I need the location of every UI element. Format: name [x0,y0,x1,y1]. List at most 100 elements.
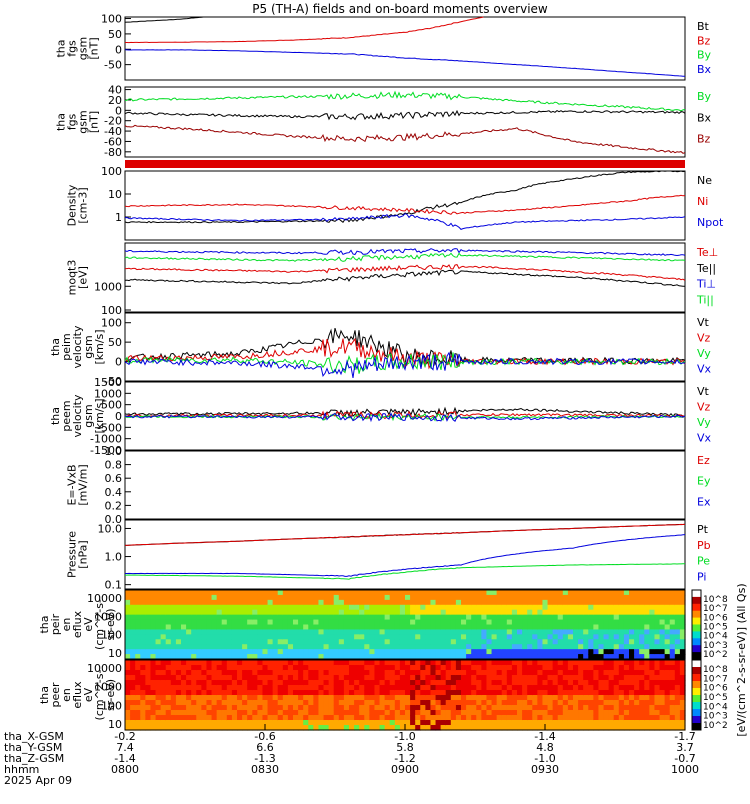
spectrogram-cell [496,599,503,606]
spectrogram-cell [476,649,482,655]
spectrogram-cell [522,660,528,666]
spectrogram-cell [394,665,401,671]
spectrogram-cell [562,705,569,711]
spectrogram-cell [394,680,401,686]
spectrogram-cell [338,705,345,711]
spectrogram-cell [649,725,656,731]
spectrogram-cell [491,685,498,691]
spectrogram-cell [588,624,594,631]
spectrogram-cell [145,700,152,706]
spectrogram-cell [634,614,640,621]
spectrogram-cell [196,624,202,631]
spectrogram-cell [471,604,477,611]
spectrogram-cell [593,720,600,726]
spectrogram-cell [170,675,177,681]
spectrogram-cell [542,609,549,616]
spectrogram-cell [272,654,279,660]
spectrogram-cell [623,680,630,686]
spectrogram-cell [237,710,243,716]
spectrogram-cell [664,590,671,596]
spectrogram-cell [257,594,264,601]
spectrogram-cell [267,680,274,686]
spectrogram-cell [496,705,503,711]
spectrogram-cell [522,700,528,706]
spectrogram-cell [517,654,523,660]
spectrogram-cell [221,604,228,611]
spectrogram-cell [415,644,421,650]
y-tick-label: 0 [115,104,122,117]
spectrogram-cell [313,654,320,660]
spectrogram-cell [415,725,421,731]
spectrogram-cell [659,725,666,731]
spectrogram-cell [374,604,381,611]
spectrogram-cell [461,685,467,691]
spectrogram-cell [588,720,594,726]
spectrogram-cell [445,614,452,621]
spectrogram-cell [588,665,594,671]
spectrogram-cell [196,614,202,621]
spectrogram-cell [623,660,630,666]
spectrogram-cell [186,670,192,676]
spectrogram-cell [130,685,136,691]
spectrogram-cell [501,725,508,731]
spectrogram-cell [237,695,243,701]
spectrogram-cell [481,634,488,640]
spectrogram-cell [420,624,426,631]
spectrogram-cell [231,594,238,601]
spectrogram-cell [664,660,671,666]
spectrogram-cell [567,725,574,731]
spectrogram-cell [425,590,432,596]
spectrogram-cell [461,644,467,650]
spectrogram-cell [267,715,274,721]
spectrogram-cell [634,685,640,691]
spectrogram-cell [623,629,630,635]
spectrogram-cell [481,715,488,721]
spectrogram-cell [170,634,177,640]
spectrogram-cell [125,660,131,666]
spectrogram-cell [287,590,294,596]
spectrogram-cell [450,604,457,611]
spectrogram-cell [145,675,152,681]
spectrogram-cell [262,604,269,611]
spectrogram-cell [466,670,472,676]
spectrogram-cell [537,675,544,681]
spectrogram-cell [466,705,472,711]
spectrogram-cell [196,629,202,635]
spectrogram-cell [501,619,508,626]
spectrogram-cell [455,720,462,726]
spectrogram-cell [343,715,350,721]
spectrogram-cell [639,634,645,640]
spectrogram-cell [150,660,157,666]
spectrogram-cell [659,660,666,666]
spectrogram-cell [343,654,350,660]
spectrogram-cell [399,599,406,606]
spectrogram-cell [216,609,223,616]
spectrogram-cell [374,710,381,716]
spectrogram-cell [308,715,314,721]
spectrogram-cell [211,644,218,650]
spectrogram-cell [328,614,335,621]
series-line-npot [124,213,686,230]
spectrogram-cell [466,599,472,606]
spectrogram-cell [369,644,376,650]
spectrogram-cell [257,710,264,716]
spectrogram-cell [160,680,167,686]
spectrogram-cell [552,715,559,721]
y-axis-label-line: [eV] [77,266,90,289]
spectrogram-cell [201,725,208,731]
spectrogram-cell [150,614,157,621]
spectrogram-cell [410,590,416,596]
spectrogram-cell [573,594,579,601]
spectrogram-cell [435,720,442,726]
spectrogram-cell [165,609,172,616]
spectrogram-cell [415,614,421,621]
spectrogram-cell [389,685,396,691]
spectrogram-cell [389,609,396,616]
spectrogram-cell [425,619,432,626]
spectrogram-cell [644,624,650,631]
spectrogram-cell [522,624,528,631]
spectrogram-cell [547,710,554,716]
spectrogram-cell [247,609,253,616]
spectrogram-cell [618,654,625,660]
y-tick-label: -20 [104,115,122,128]
